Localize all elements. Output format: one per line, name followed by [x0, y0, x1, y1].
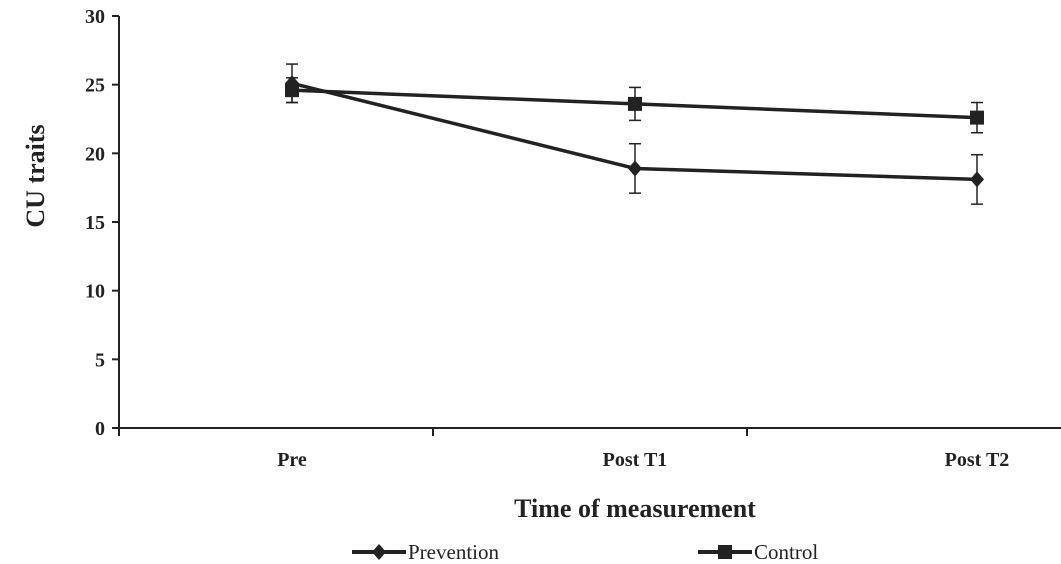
x-tick-label: Pre	[277, 449, 307, 471]
x-axis-ticks: Pre Post T1 Post T2	[118, 428, 1010, 471]
legend: Prevention Control	[352, 540, 818, 564]
prevention-point	[628, 160, 642, 177]
series-layer	[285, 63, 984, 205]
x-tick-label: Post T2	[945, 449, 1010, 471]
series-prevention	[285, 63, 984, 205]
x-tick-label: Post T1	[603, 449, 668, 471]
prevention-point	[970, 171, 984, 188]
legend-marker-diamond	[372, 544, 386, 560]
y-axis-ticks: 0 5 10 15 20 25 30	[85, 6, 119, 440]
x-axis-title: Time of measurement	[514, 494, 756, 523]
control-point	[628, 96, 642, 111]
control-point	[970, 110, 984, 125]
control-point	[285, 83, 299, 98]
axes	[118, 16, 1061, 429]
legend-label: Prevention	[408, 540, 499, 564]
y-tick-label: 0	[95, 418, 105, 440]
y-tick-label: 20	[85, 143, 105, 165]
y-tick-label: 5	[95, 349, 105, 371]
y-axis-title: CU traits	[21, 124, 50, 227]
y-tick-label: 10	[85, 281, 105, 303]
legend-item-prevention: Prevention	[352, 540, 499, 564]
y-tick-label: 25	[85, 75, 105, 97]
y-tick-label: 15	[85, 212, 105, 234]
legend-label: Control	[754, 540, 818, 564]
y-tick-label: 30	[85, 6, 105, 28]
legend-item-control: Control	[698, 540, 818, 564]
series-control	[285, 77, 984, 134]
legend-marker-square	[718, 545, 732, 559]
